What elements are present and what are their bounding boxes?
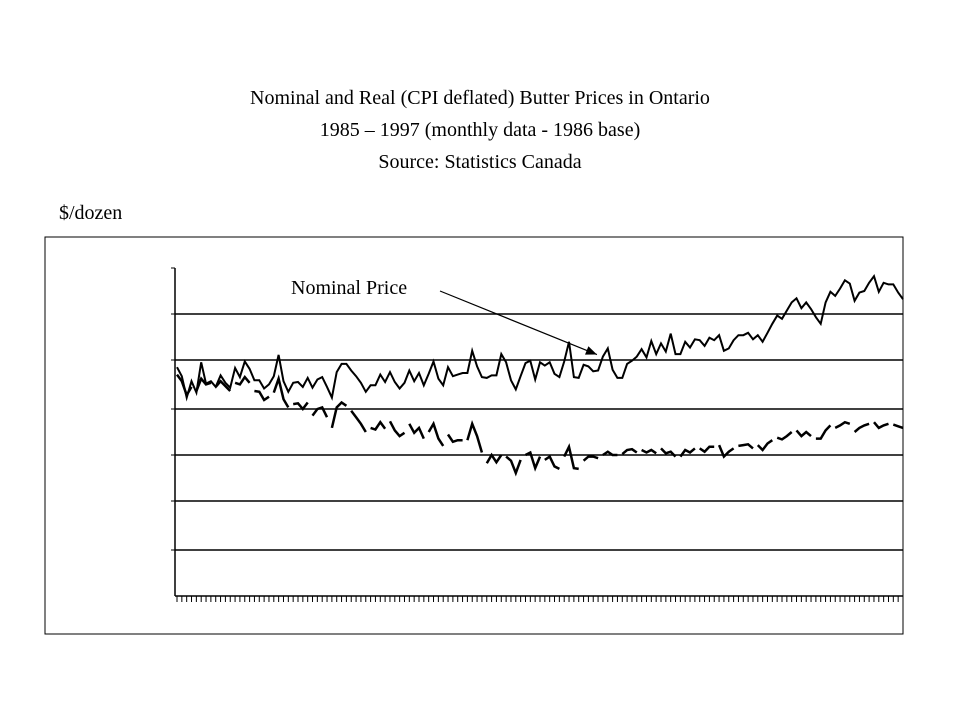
series-line-real-price-segment xyxy=(272,374,290,409)
series-line-real-price-segment xyxy=(388,420,406,438)
series-line-real-price-segment xyxy=(717,444,735,459)
series-line-real-price-segment xyxy=(834,420,851,430)
series-line-real-price-segment xyxy=(505,455,522,477)
series-line-real-price-segment xyxy=(254,389,270,402)
series-line-real-price-segment xyxy=(582,455,599,462)
chart-title: Nominal and Real (CPI deflated) Butter P… xyxy=(250,87,710,109)
series-line-real-price-segment xyxy=(602,450,618,457)
annotation-arrowhead xyxy=(585,346,597,355)
chart-frame xyxy=(44,236,904,635)
series-line-real-price-segment xyxy=(446,433,463,444)
series-line-real-price-segment xyxy=(544,454,560,471)
chart-source: Source: Statistics Canada xyxy=(378,151,582,173)
series-line-real-price-segment xyxy=(427,420,445,447)
series-line-real-price-segment xyxy=(292,401,309,412)
series-line-real-price-segment xyxy=(311,405,329,418)
series-line-real-price-segment xyxy=(756,439,774,452)
series-line-real-price-segment xyxy=(660,447,677,458)
series-line-real-price-segment xyxy=(679,447,696,458)
annotation-group: Nominal Price xyxy=(291,277,598,356)
series-line-real-price-segment xyxy=(621,447,638,456)
series-line-real-price-segment xyxy=(892,423,904,430)
series-line-real-price-segment xyxy=(641,448,657,455)
x-axis-ticks xyxy=(176,596,904,602)
series-line-real-price-segment xyxy=(370,420,387,431)
annotation-arrow-line xyxy=(439,290,598,356)
series-group xyxy=(175,274,904,477)
series-line-real-price-segment xyxy=(563,443,579,471)
series-line-real-price-segment xyxy=(330,400,348,429)
chart-title-block: Nominal and Real (CPI deflated) Butter P… xyxy=(0,82,960,178)
series-line-real-price-segment xyxy=(853,422,870,433)
series-line-real-price-segment xyxy=(815,424,832,440)
gridlines xyxy=(171,267,903,551)
series-line-real-price-segment xyxy=(699,445,715,454)
series-line-real-price-segment xyxy=(408,423,425,440)
series-line-real-price-segment xyxy=(466,419,484,453)
chart-subtitle: 1985 – 1997 (monthly data - 1986 base) xyxy=(319,119,641,141)
series-line-nominal-price xyxy=(176,274,904,402)
series-line-real-price-segment xyxy=(195,376,212,392)
series-line-real-price-segment xyxy=(485,452,503,465)
series-line-real-price-segment xyxy=(795,429,812,438)
series-line-real-price-segment xyxy=(776,431,793,441)
series-line-real-price-segment xyxy=(524,450,542,472)
series-line-real-price-segment xyxy=(738,442,754,450)
series-line-real-price-segment xyxy=(234,375,251,386)
series-line-real-price-segment xyxy=(175,373,193,399)
y-axis-unit-label: $/dozen xyxy=(59,202,123,224)
series-line-real-price-segment xyxy=(214,379,232,392)
nominal-price-annotation: Nominal Price xyxy=(291,277,407,299)
series-line-real-price-segment xyxy=(873,421,889,430)
series-line-real-price-segment xyxy=(350,409,367,433)
